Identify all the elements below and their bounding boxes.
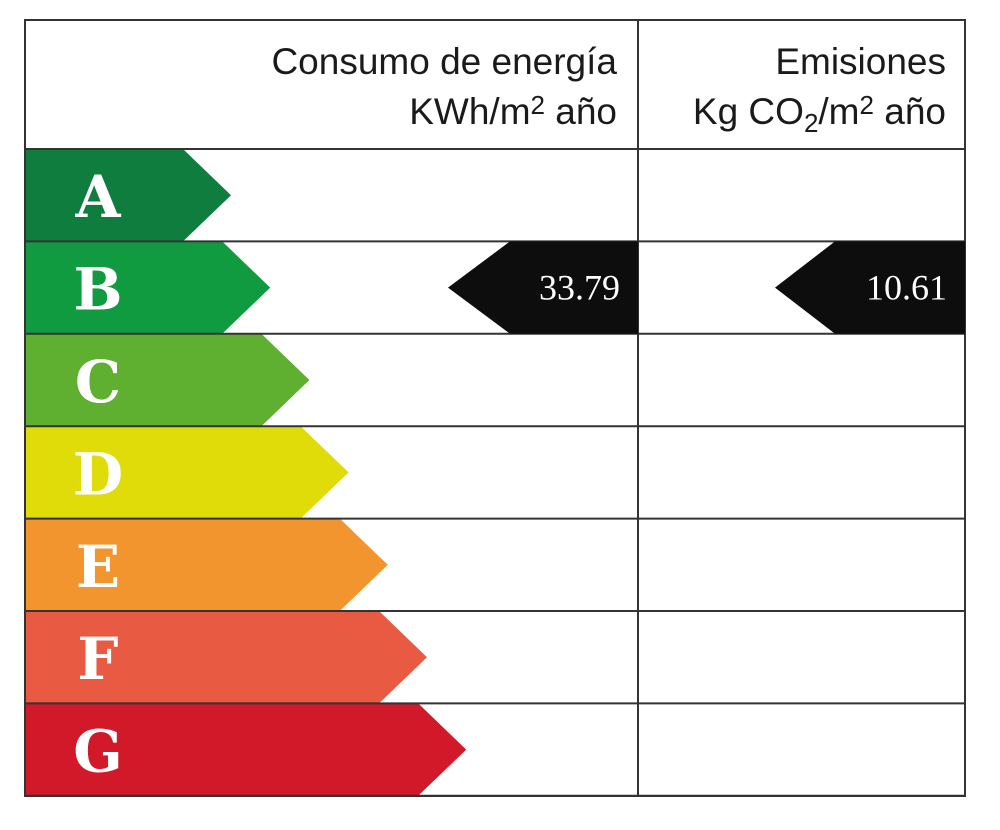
energy-header-title: Consumo de energía — [271, 41, 617, 82]
emissions-value: 10.61 — [866, 268, 947, 308]
class-letter-g: G — [73, 718, 123, 786]
class-bar-c — [25, 333, 310, 427]
emissions-indicator-arrow — [775, 241, 965, 334]
class-letter-a: A — [74, 163, 121, 231]
energy-header-unit: KWh/m2 año — [409, 90, 617, 132]
class-bar-a — [25, 149, 231, 242]
energy-value: 33.79 — [539, 268, 620, 308]
class-letter-c: C — [75, 348, 121, 416]
class-bar-d — [25, 426, 349, 519]
class-bar-f — [25, 611, 427, 704]
class-letter-b: B — [73, 256, 122, 324]
class-letter-e: E — [76, 533, 120, 601]
emissions-header-title: Emisiones — [775, 41, 946, 82]
energy-indicator-arrow — [448, 241, 638, 334]
class-bar-b — [25, 241, 271, 334]
class-letter-f: F — [77, 625, 118, 693]
class-bar-g — [25, 703, 467, 796]
emissions-header-unit: Kg CO2/m2 año — [693, 90, 946, 138]
class-bar-e — [25, 518, 388, 611]
class-letter-d: D — [73, 440, 123, 508]
